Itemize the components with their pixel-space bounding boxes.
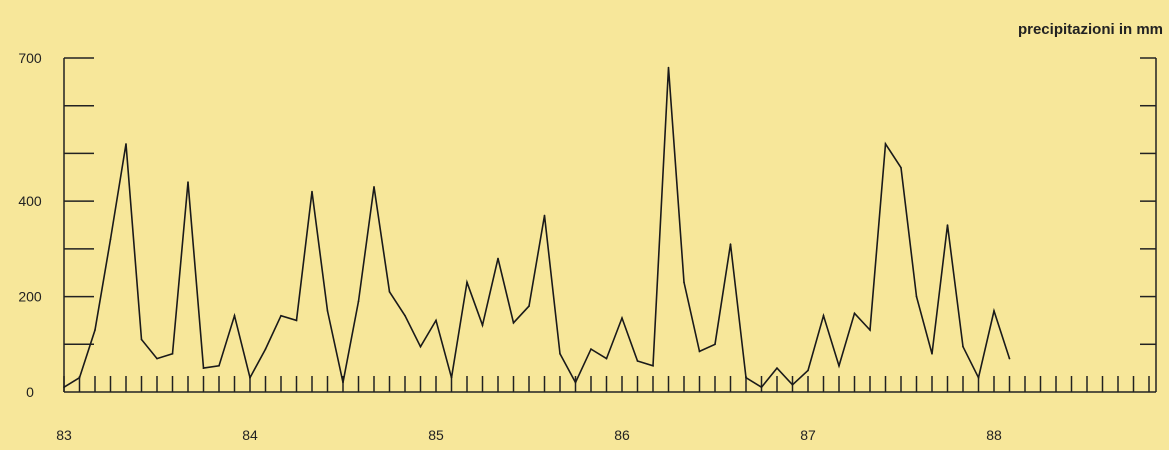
data-point <box>962 345 964 348</box>
data-point <box>807 369 809 372</box>
data-point <box>171 353 174 355</box>
x-year-label: 85 <box>428 427 444 443</box>
data-point <box>528 305 530 307</box>
data-point <box>745 376 747 379</box>
data-point <box>373 186 375 188</box>
data-point <box>636 360 639 362</box>
data-point <box>993 310 995 312</box>
x-year-label: 83 <box>56 427 72 443</box>
data-point <box>264 348 267 350</box>
data-point <box>280 314 282 317</box>
data-point <box>357 300 360 303</box>
data-point <box>760 386 763 389</box>
x-year-label: 88 <box>986 427 1002 443</box>
data-point <box>838 364 840 367</box>
data-point <box>249 376 251 379</box>
data-point <box>559 353 561 355</box>
y-axis-ticks <box>64 57 1156 346</box>
data-point <box>946 224 949 226</box>
data-point <box>218 364 220 367</box>
data-point <box>714 343 716 346</box>
data-point <box>202 367 205 369</box>
data-point <box>776 367 778 369</box>
data-point <box>295 319 298 322</box>
unit-label: precipitazioni in mm <box>1018 21 1163 38</box>
y-tick-label: 0 <box>26 384 34 400</box>
x-axis-year-labels: 83 84 85 86 87 88 <box>56 427 1002 443</box>
x-year-label: 87 <box>800 427 816 443</box>
data-point <box>884 143 887 145</box>
data-point <box>900 166 902 169</box>
y-tick-label: 700 <box>18 50 42 66</box>
data-point <box>590 348 592 350</box>
data-point <box>791 384 794 386</box>
data-point <box>125 143 127 145</box>
y-tick-label: 200 <box>18 289 42 305</box>
y-axis-labels: 700 400 200 0 <box>18 50 42 400</box>
data-point <box>977 376 980 379</box>
data-point <box>187 181 189 183</box>
data-point <box>466 281 468 284</box>
data-point <box>140 338 143 341</box>
data-point <box>435 319 437 322</box>
data-point <box>1008 357 1011 360</box>
data-point <box>419 345 422 348</box>
data-point <box>543 214 546 217</box>
data-point <box>652 364 654 367</box>
data-point <box>326 310 329 312</box>
data-point <box>512 322 515 324</box>
data-point <box>342 381 344 384</box>
data-point <box>388 291 391 293</box>
x-year-label: 86 <box>614 427 630 443</box>
data-point <box>683 281 685 284</box>
data-point <box>94 329 96 331</box>
data-point <box>667 66 670 69</box>
data-point <box>574 381 577 384</box>
precipitation-series-line <box>63 67 1011 389</box>
data-point <box>869 329 871 331</box>
data-point <box>698 350 701 353</box>
data-point <box>156 357 158 360</box>
data-point <box>404 314 406 317</box>
data-point <box>497 257 499 260</box>
x-year-label: 84 <box>242 427 258 443</box>
data-point <box>822 314 825 317</box>
data-point <box>311 190 313 193</box>
data-point <box>729 243 732 245</box>
data-point <box>605 357 608 360</box>
data-point <box>450 376 453 379</box>
data-point <box>853 312 856 315</box>
x-axis-month-ticks <box>63 376 1150 392</box>
data-point <box>915 295 918 298</box>
data-point <box>481 324 484 327</box>
y-tick-label: 400 <box>18 193 42 209</box>
data-point <box>63 386 65 389</box>
data-point <box>109 238 112 241</box>
data-point <box>78 376 81 379</box>
data-point <box>233 314 236 317</box>
data-point <box>931 353 933 355</box>
series-layer <box>63 66 1011 389</box>
data-point <box>621 317 623 319</box>
